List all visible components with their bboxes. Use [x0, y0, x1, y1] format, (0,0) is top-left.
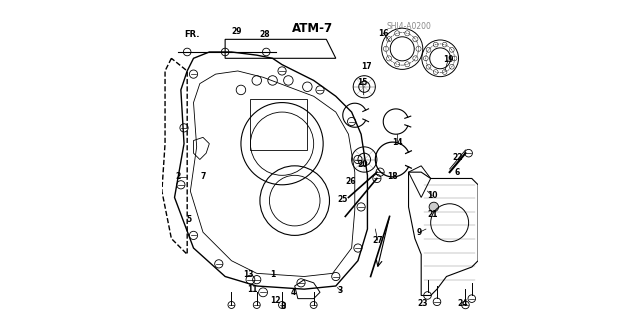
Text: 27: 27 [372, 236, 383, 245]
Text: 1: 1 [270, 271, 275, 279]
Text: 24: 24 [457, 299, 468, 308]
Text: 14: 14 [392, 137, 403, 147]
Bar [250, 100, 307, 150]
Text: 20: 20 [358, 160, 368, 169]
Text: 26: 26 [346, 177, 356, 186]
Text: SHJ4-A0200: SHJ4-A0200 [386, 22, 431, 31]
Text: 18: 18 [387, 172, 398, 182]
Text: 11: 11 [247, 285, 257, 294]
Text: 25: 25 [337, 195, 348, 204]
Text: 23: 23 [417, 299, 428, 308]
Text: 7: 7 [200, 172, 205, 182]
Text: 8: 8 [281, 302, 286, 311]
Text: 2: 2 [176, 172, 181, 182]
Text: FR.: FR. [184, 30, 200, 39]
Text: 16: 16 [378, 28, 388, 38]
Text: 28: 28 [259, 30, 270, 39]
Text: 12: 12 [271, 296, 281, 305]
Text: ATM-7: ATM-7 [292, 22, 333, 35]
Text: 3: 3 [338, 286, 343, 295]
Text: 9: 9 [417, 228, 422, 237]
Text: 6: 6 [455, 168, 460, 177]
Text: 21: 21 [427, 210, 438, 219]
Circle shape [429, 202, 438, 212]
Text: 4: 4 [291, 288, 296, 297]
Text: 13: 13 [244, 271, 254, 279]
Text: 17: 17 [362, 62, 372, 71]
Text: 29: 29 [231, 27, 241, 36]
Text: 10: 10 [427, 191, 438, 200]
Text: 15: 15 [358, 78, 368, 86]
Text: 19: 19 [443, 56, 453, 64]
Text: 22: 22 [452, 153, 463, 162]
Text: 5: 5 [186, 215, 191, 224]
